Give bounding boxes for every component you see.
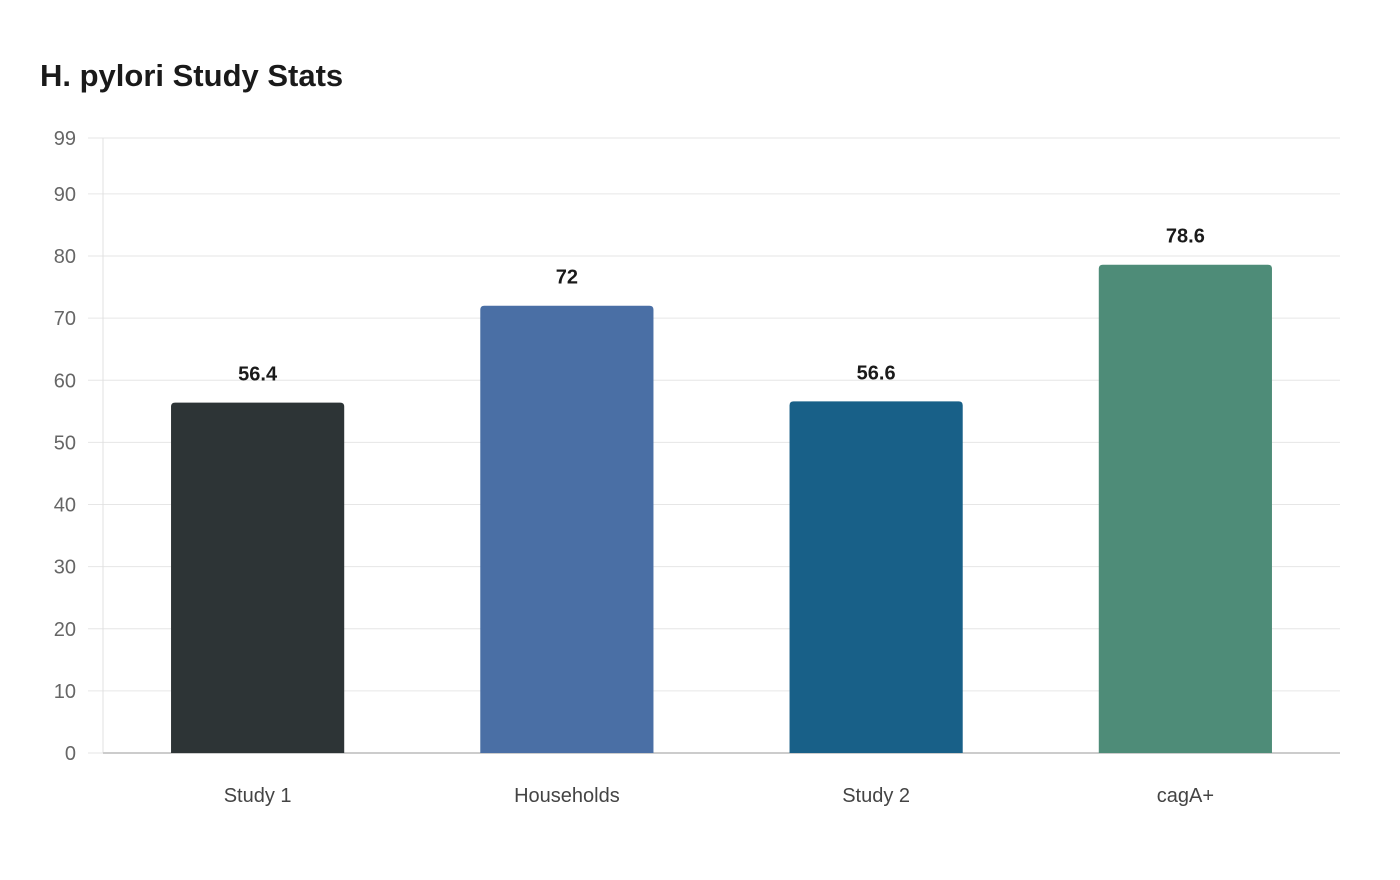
y-tick-label: 60 [54,370,76,392]
chart-title: H. pylori Study Stats [40,58,344,93]
bar [789,401,963,753]
y-axis-ticks: 0 10 20 30 40 50 60 70 80 90 99 [54,128,76,765]
y-tick-label: 10 [54,681,76,703]
x-category-label: Households [514,785,620,807]
bars [171,264,1272,753]
value-label: 78.6 [1166,226,1205,248]
bar [171,402,345,753]
value-label: 56.6 [857,362,896,384]
y-tick-label: 40 [54,495,76,517]
x-category-label: Study 1 [224,785,292,807]
y-tick-label: 80 [54,246,76,268]
y-tick-label: 20 [54,619,76,641]
y-tick-label: 99 [54,128,76,150]
bar [480,305,654,753]
y-tick-label: 90 [54,184,76,206]
x-category-label: Study 2 [842,785,910,807]
y-tick-label: 50 [54,432,76,454]
y-tick-label: 0 [65,743,76,765]
bar [1098,264,1272,753]
value-label: 72 [556,267,578,289]
x-category-label: cagA+ [1157,785,1214,807]
y-tick-label: 70 [54,308,76,330]
value-labels: 56.4 72 56.6 78.6 [238,226,1205,386]
y-tick-label: 30 [54,557,76,579]
x-axis-labels: Study 1 Households Study 2 cagA+ [224,785,1214,807]
value-label: 56.4 [238,364,278,386]
